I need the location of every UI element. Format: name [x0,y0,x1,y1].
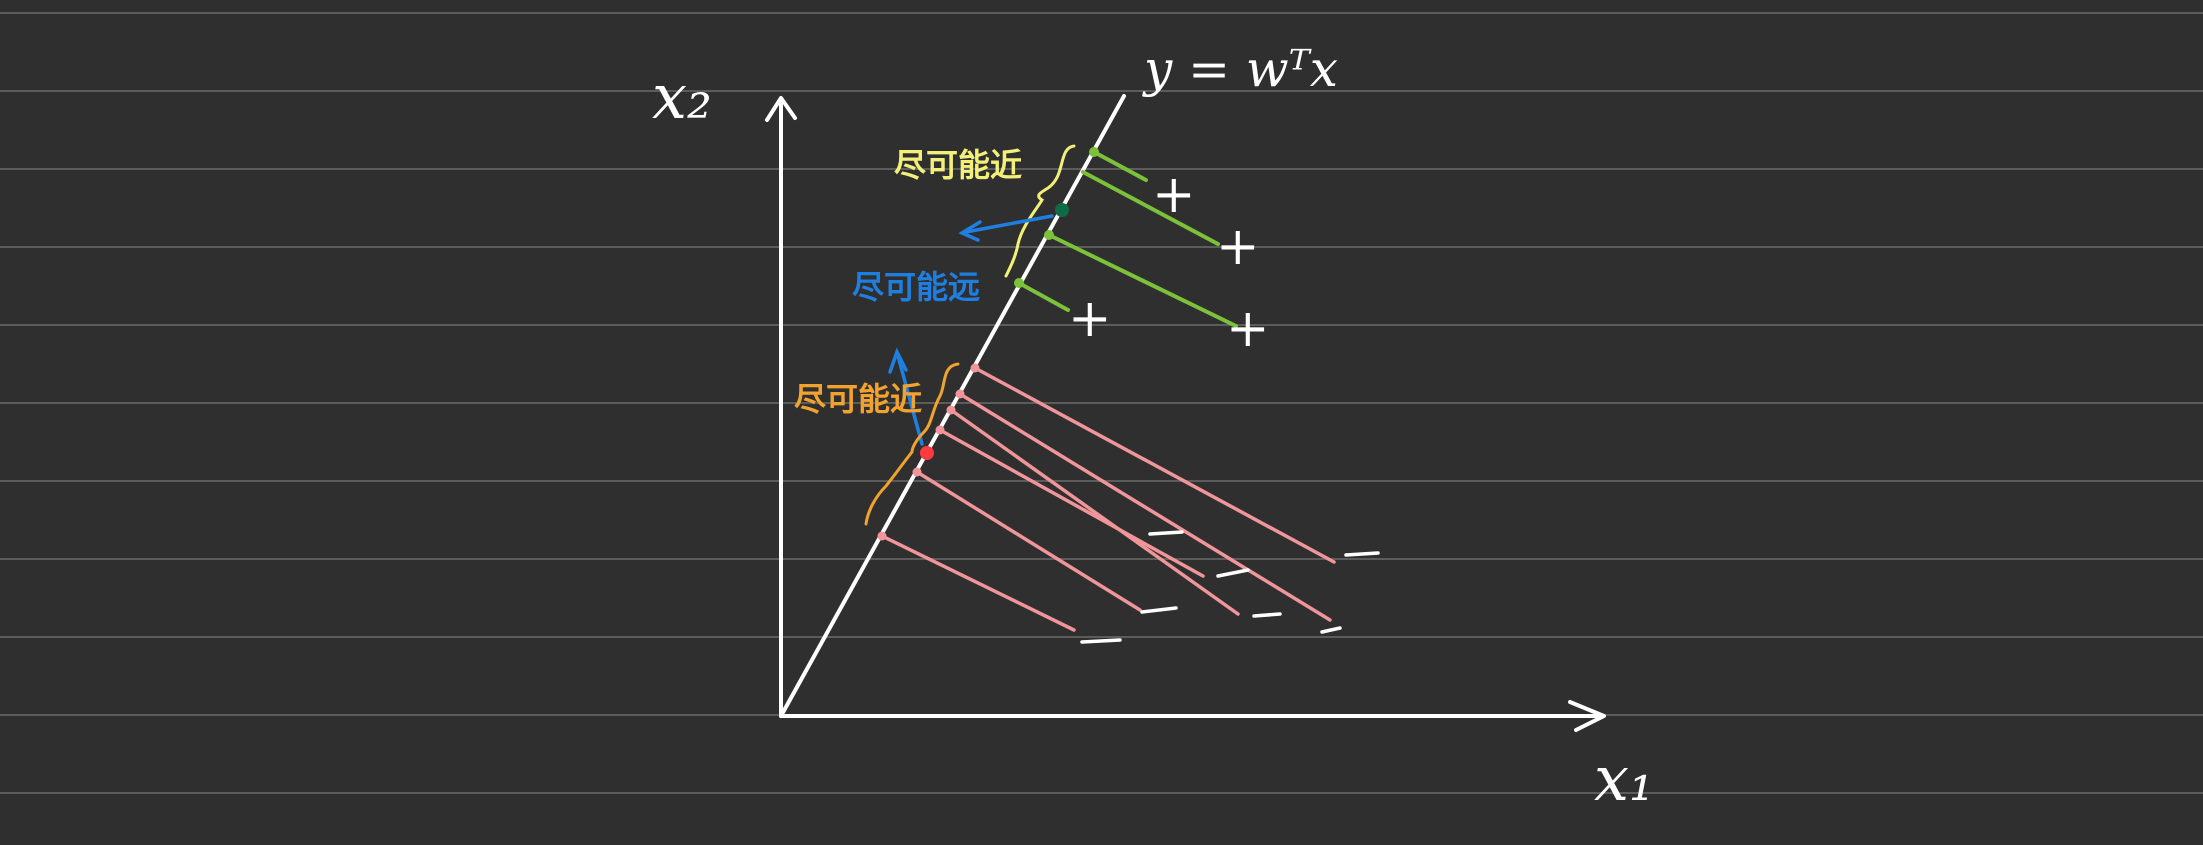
negative-projection-segment [949,408,1240,616]
x1-axis-label: x₁ [1594,742,1654,815]
positive-projection-segment [1092,150,1148,182]
negative-marker [1080,638,1122,644]
positive-samples: + + + + [1068,165,1270,359]
negative-projected-point [912,467,922,477]
blue-arrow-upper-head [958,220,982,242]
blue-note: 尽可能远 [852,268,980,306]
negative-projection-segment [938,428,1205,578]
positive-class-center [1055,203,1069,217]
negative-projection-segment [973,366,1336,564]
blue-arrow-lower [896,354,924,446]
negative-marker [1140,606,1178,614]
x1-axis-arrow [1568,700,1606,732]
negative-marker [1216,568,1250,578]
negative-projection-segment [915,470,1142,612]
between-class-arrows [888,214,1054,446]
blue-arrow-upper [964,214,1054,234]
yellow-note: 尽可能近 [894,146,1022,184]
orange-note: 尽可能近 [794,380,922,418]
coordinate-axes: x₂ x₁ [652,60,1654,815]
negative-projected-point [955,389,965,399]
negative-marker [1148,530,1184,536]
negative-marker [1252,612,1282,618]
negative-marker [1344,551,1380,557]
positive-marker: + [1068,289,1112,349]
line-equation-label: y = wᵀx [1142,40,1338,98]
positive-projection-segment [1047,233,1238,328]
positive-projection-segment [1081,170,1220,246]
yellow-curly-brace [1004,144,1076,278]
positive-marker: + [1152,165,1196,225]
negative-projected-point [935,425,945,435]
positive-projection-segment [1017,281,1070,312]
positive-projected-point [1014,278,1024,288]
ruled-lines [0,12,2203,794]
positive-projected-point [1089,147,1099,157]
positive-marker: + [1216,217,1260,277]
negative-marker [1320,626,1342,634]
orange-curly-brace [864,362,960,526]
negative-class-center [920,446,934,460]
positive-marker: + [1226,299,1270,359]
x2-axis-label: x₂ [652,60,712,133]
negative-projection-segment [958,392,1332,622]
negative-projected-point [877,531,887,541]
x2-axis-arrow [765,96,797,122]
negative-projected-point [946,405,956,415]
positive-projected-point [1044,230,1054,240]
blue-arrow-lower-head [888,347,908,374]
negative-projected-point [970,363,980,373]
positive-class-projections [1014,147,1238,328]
negative-samples [1080,530,1380,644]
negative-class-projections [877,363,1336,632]
negative-projection-segment [880,534,1076,632]
